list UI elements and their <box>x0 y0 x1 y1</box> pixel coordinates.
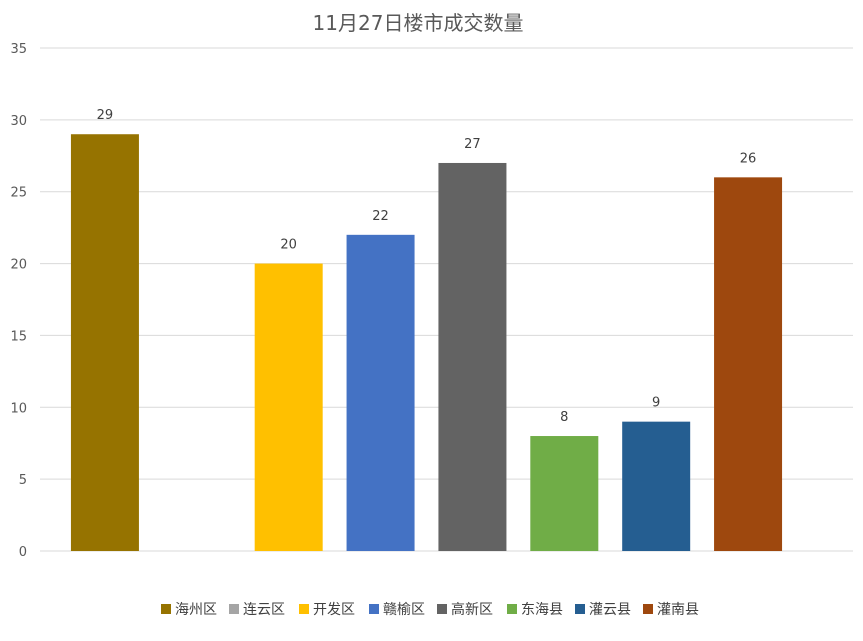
data-label: 26 <box>740 151 757 166</box>
y-tick-label: 15 <box>10 329 27 344</box>
y-tick-label: 35 <box>10 42 27 57</box>
legend-label: 东海县 <box>521 602 563 618</box>
bar <box>346 234 415 552</box>
data-label: 9 <box>652 396 660 411</box>
bars <box>70 134 783 552</box>
data-label: 20 <box>280 238 297 253</box>
legend-swatch <box>229 604 239 614</box>
bar <box>70 134 139 551</box>
legend-swatch <box>299 604 309 614</box>
legend-swatch <box>369 604 379 614</box>
data-labels: 29 20 22 27 8 9 26 <box>97 108 757 425</box>
legend-swatch <box>161 604 171 614</box>
chart-title: 11月27日楼市成交数量 <box>313 11 524 35</box>
bar <box>438 162 507 551</box>
data-label: 27 <box>464 137 481 152</box>
y-tick-label: 5 <box>19 473 27 488</box>
bar <box>714 177 783 552</box>
legend-label: 高新区 <box>451 601 493 618</box>
legend-label: 灌南县 <box>657 602 699 618</box>
legend-swatch <box>507 604 517 614</box>
y-tick-label: 0 <box>19 545 27 560</box>
legend-label: 海州区 <box>175 602 217 618</box>
y-tick-label: 30 <box>10 114 27 129</box>
legend-swatch <box>575 604 585 614</box>
legend-swatch <box>643 604 653 614</box>
y-tick-label: 25 <box>10 186 27 201</box>
bar <box>254 263 323 551</box>
data-label: 22 <box>372 209 389 224</box>
data-label: 8 <box>560 410 568 425</box>
y-axis-ticks: 0 5 10 15 20 25 30 35 <box>10 42 27 560</box>
legend-label: 赣榆区 <box>383 602 425 618</box>
y-tick-label: 10 <box>10 401 27 416</box>
bar <box>622 421 691 551</box>
y-tick-label: 20 <box>10 258 27 273</box>
legend-label: 灌云县 <box>589 602 631 618</box>
legend-swatch <box>437 604 447 614</box>
legend-label: 连云区 <box>243 602 285 618</box>
legend: 海州区 连云区 开发区 赣榆区 高新区 东海县 灌云县 灌南县 <box>161 601 699 618</box>
legend-label: 开发区 <box>313 602 355 618</box>
data-label: 29 <box>97 108 114 123</box>
bar <box>530 436 599 551</box>
